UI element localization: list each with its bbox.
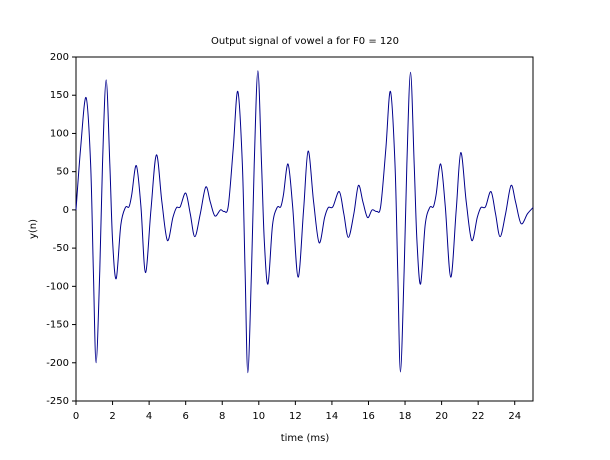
x-tick-label: 10 — [252, 411, 265, 422]
x-tick-label: 2 — [109, 411, 115, 422]
x-tick-label: 12 — [289, 411, 302, 422]
x-tick-label: 4 — [146, 411, 152, 422]
y-tick-label: -200 — [46, 358, 69, 369]
x-tick-label: 14 — [326, 411, 339, 422]
y-tick-label: -250 — [46, 396, 69, 407]
x-tick-label: 8 — [219, 411, 225, 422]
x-tick-label: 20 — [435, 411, 448, 422]
y-tick-label: -50 — [53, 243, 69, 254]
plot-frame — [75, 56, 534, 402]
x-tick-label: 18 — [399, 411, 412, 422]
x-tick-label: 6 — [182, 411, 188, 422]
x-tick-label: 0 — [73, 411, 79, 422]
signal-line — [75, 70, 534, 374]
y-tick-label: 200 — [50, 52, 69, 63]
x-tick-label: 24 — [508, 411, 521, 422]
y-tick-label: 150 — [50, 90, 69, 101]
y-tick-label: 100 — [50, 128, 69, 139]
chart-title: Output signal of vowel a for F0 = 120 — [211, 36, 399, 47]
y-tick-label: -100 — [46, 281, 69, 292]
y-tick-label: -150 — [46, 320, 69, 331]
y-tick-label: 50 — [56, 167, 69, 178]
y-axis-label: y(n) — [28, 219, 39, 239]
x-axis-label: time (ms) — [281, 433, 330, 444]
x-tick-label: 16 — [362, 411, 375, 422]
y-tick-label: 0 — [63, 205, 69, 216]
x-tick-label: 22 — [472, 411, 485, 422]
